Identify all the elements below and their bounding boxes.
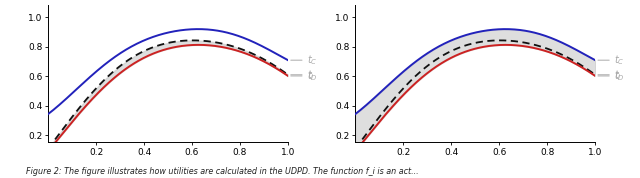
Text: $t_i$: $t_i$ — [307, 68, 315, 82]
Text: $t_C$: $t_C$ — [307, 53, 317, 67]
Text: Figure 2: The figure illustrates how utilities are calculated in the UDPD. The f: Figure 2: The figure illustrates how uti… — [26, 167, 418, 176]
Text: $t_C$: $t_C$ — [614, 53, 625, 67]
Text: $t_D$: $t_D$ — [614, 69, 625, 83]
Text: $t_i$: $t_i$ — [614, 68, 622, 82]
Text: $t_D$: $t_D$ — [307, 69, 318, 83]
